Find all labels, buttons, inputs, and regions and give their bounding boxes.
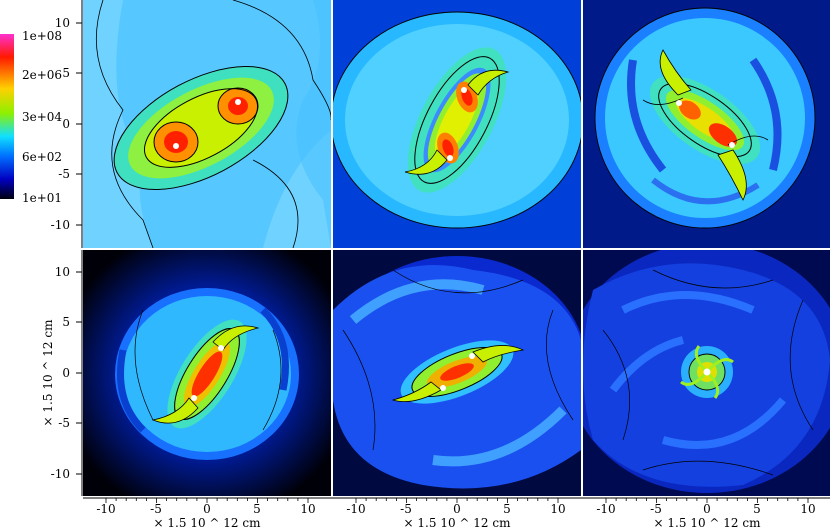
bottom-tick-p3-0: 0 xyxy=(703,502,711,516)
bottom-tick-p2-neg5: -5 xyxy=(400,502,412,516)
left-tick-top-5: 5 xyxy=(62,66,70,80)
bottom-tick-p1-neg10: -10 xyxy=(96,502,115,516)
left-tick-bottom-neg5: -5 xyxy=(58,416,70,430)
bottom-tick-p1-10: 10 xyxy=(300,502,315,516)
bottom-tick-p2-0: 0 xyxy=(453,502,461,516)
left-tick-bottom-5: 5 xyxy=(62,315,70,329)
bottom-axis: -10 -5 0 5 10 × 1.5 10 ^ 12 cm -10 -5 0 … xyxy=(83,497,830,530)
panel-4 xyxy=(83,250,331,496)
left-axis-unit-label: × 1.5 10 ^ 12 cm xyxy=(41,319,55,427)
bottom-unit-label-1: × 1.5 10 ^ 12 cm xyxy=(154,516,262,530)
left-tick-top-neg10: -10 xyxy=(51,218,70,232)
bottom-tick-p2-10: 10 xyxy=(550,502,565,516)
colorbar-label-1: 1e+08 xyxy=(22,29,62,43)
colorbar-strip xyxy=(0,34,14,199)
bottom-tick-p1-neg5: -5 xyxy=(150,502,162,516)
left-tick-top-neg5: -5 xyxy=(58,167,70,181)
left-tick-top-10: 10 xyxy=(55,16,70,30)
colorbar-label-4: 6e+02 xyxy=(22,150,62,164)
bottom-tick-p2-neg10: -10 xyxy=(346,502,365,516)
bottom-tick-p1-0: 0 xyxy=(203,502,211,516)
bottom-tick-p3-neg10: -10 xyxy=(596,502,615,516)
panel-1 xyxy=(83,0,331,248)
bottom-tick-p3-10: 10 xyxy=(800,502,815,516)
panel-6 xyxy=(583,250,830,496)
bottom-tick-p3-neg5: -5 xyxy=(650,502,662,516)
left-tick-bottom-neg10: -10 xyxy=(51,467,70,481)
bottom-minor-ticks xyxy=(105,498,809,503)
colorbar-label-5: 1e+01 xyxy=(22,191,62,205)
bottom-tick-p3-5: 5 xyxy=(753,502,761,516)
panel-5 xyxy=(333,250,581,496)
panel-2 xyxy=(333,0,581,248)
left-tick-bottom-0: 0 xyxy=(62,366,70,380)
bottom-tick-p1-5: 5 xyxy=(253,502,261,516)
left-axis-top-row: 10 5 0 -5 -10 xyxy=(51,0,83,248)
left-axis-bottom-row: 10 5 0 -5 -10 × 1.5 10 ^ 12 cm xyxy=(41,250,83,496)
colorbar: 1e+08 2e+06 3e+04 6e+02 1e+01 xyxy=(0,29,62,205)
left-tick-bottom-10: 10 xyxy=(55,265,70,279)
colorbar-label-3: 3e+04 xyxy=(22,110,62,124)
left-tick-top-0: 0 xyxy=(62,117,70,131)
panel-3 xyxy=(583,0,830,248)
bottom-unit-label-2: × 1.5 10 ^ 12 cm xyxy=(404,516,512,530)
bottom-unit-label-3: × 1.5 10 ^ 12 cm xyxy=(654,516,762,530)
colorbar-label-2: 2e+06 xyxy=(22,68,62,82)
bottom-tick-p2-5: 5 xyxy=(503,502,511,516)
